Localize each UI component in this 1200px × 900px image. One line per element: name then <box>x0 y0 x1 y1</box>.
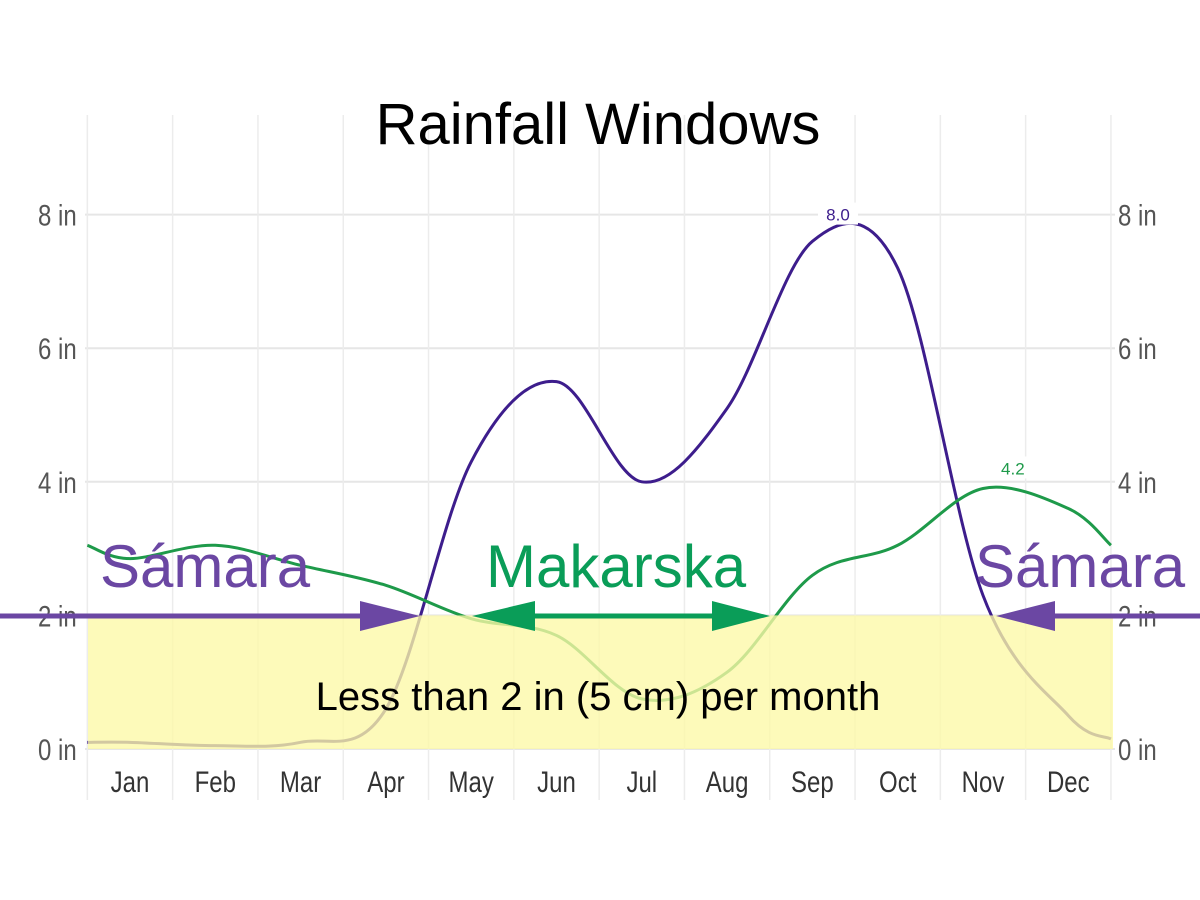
y-tick-label-right: 0 in <box>1118 732 1157 766</box>
x-tick-label: Jul <box>626 764 657 798</box>
y-tick-label-right: 4 in <box>1118 465 1157 499</box>
makarska-dry-arrow <box>472 601 770 631</box>
axis-ticks: 0 in 0 in2 in 2 in4 in 4 in6 in 6 in8 in 8 in… <box>38 198 1157 799</box>
y-tick-label-left: 0 in <box>38 732 77 766</box>
x-tick-label: Aug <box>706 764 749 798</box>
x-tick-label: May <box>449 764 495 798</box>
x-tick-label: Sep <box>791 764 834 798</box>
x-tick-label: Jun <box>537 764 576 798</box>
x-tick-label: Feb <box>195 764 236 798</box>
y-tick-label-right: 6 in <box>1118 332 1157 366</box>
x-tick-label: Oct <box>879 764 917 798</box>
x-tick-label: Apr <box>367 764 404 798</box>
x-tick-label: Mar <box>280 764 321 798</box>
y-tick-label-left: 6 in <box>38 332 77 366</box>
x-tick-label: Nov <box>962 764 1005 798</box>
peak-label-bg <box>992 456 1033 479</box>
peak-label: 4.2 <box>1001 459 1025 478</box>
samara-label-left: Sámara <box>100 533 311 600</box>
samara-label-right: Sámara <box>975 533 1186 600</box>
makarska-label: Makarska <box>486 533 747 600</box>
x-tick-label: Jan <box>111 764 150 798</box>
threshold-label: Less than 2 in (5 cm) per month <box>316 675 881 719</box>
x-tick-label: Dec <box>1047 764 1090 798</box>
peak-label: 8.0 <box>826 206 850 225</box>
samara-dry-arrow-right <box>996 601 1200 631</box>
threshold-band <box>88 615 1113 749</box>
y-tick-label-left: 4 in <box>38 465 77 499</box>
peak-label-bg <box>817 202 858 225</box>
y-tick-label-left: 8 in <box>38 198 77 232</box>
y-tick-label-right: 8 in <box>1118 198 1157 232</box>
samara-dry-arrow-left <box>0 601 420 631</box>
chart-title: Rainfall Windows <box>376 92 821 157</box>
